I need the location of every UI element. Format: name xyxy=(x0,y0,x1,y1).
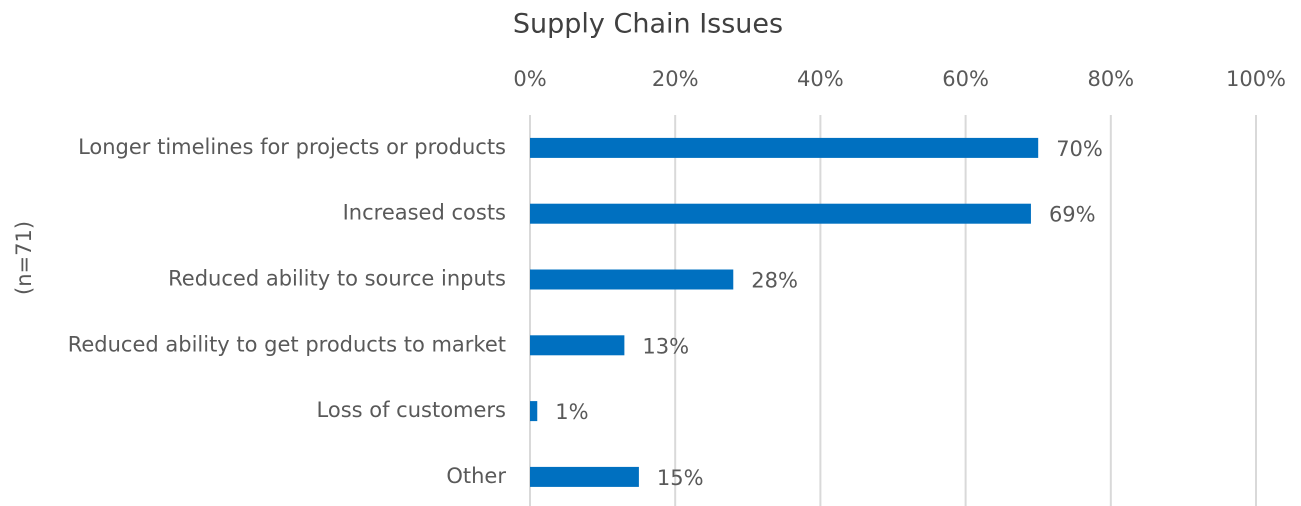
y-axis-label: (n=71) xyxy=(12,221,36,295)
x-tick-label: 20% xyxy=(652,67,699,91)
y-tick-label: Longer timelines for projects or product… xyxy=(78,135,506,159)
bar xyxy=(530,335,625,356)
value-label: 70% xyxy=(1056,137,1103,161)
chart-title: Supply Chain Issues xyxy=(513,9,783,40)
value-label: 13% xyxy=(642,334,689,358)
y-tick-label: Reduced ability to get products to marke… xyxy=(68,332,506,356)
y-tick-label: Other xyxy=(446,464,506,488)
bar xyxy=(530,401,538,422)
x-tick-label: 80% xyxy=(1087,67,1134,91)
x-tick-label: 0% xyxy=(513,67,546,91)
bar xyxy=(530,269,734,290)
x-tick-label: 60% xyxy=(942,67,989,91)
bar xyxy=(530,466,639,487)
value-label: 69% xyxy=(1049,203,1096,227)
y-tick-label: Increased costs xyxy=(343,201,506,225)
y-tick-label: Loss of customers xyxy=(317,398,506,422)
value-label: 15% xyxy=(657,466,704,490)
bar xyxy=(530,137,1039,158)
x-tick-label: 100% xyxy=(1226,67,1286,91)
value-label: 1% xyxy=(555,400,588,424)
bar xyxy=(530,203,1031,224)
y-tick-label: Reduced ability to source inputs xyxy=(168,267,506,291)
x-tick-label: 40% xyxy=(797,67,844,91)
value-label: 28% xyxy=(751,269,798,293)
